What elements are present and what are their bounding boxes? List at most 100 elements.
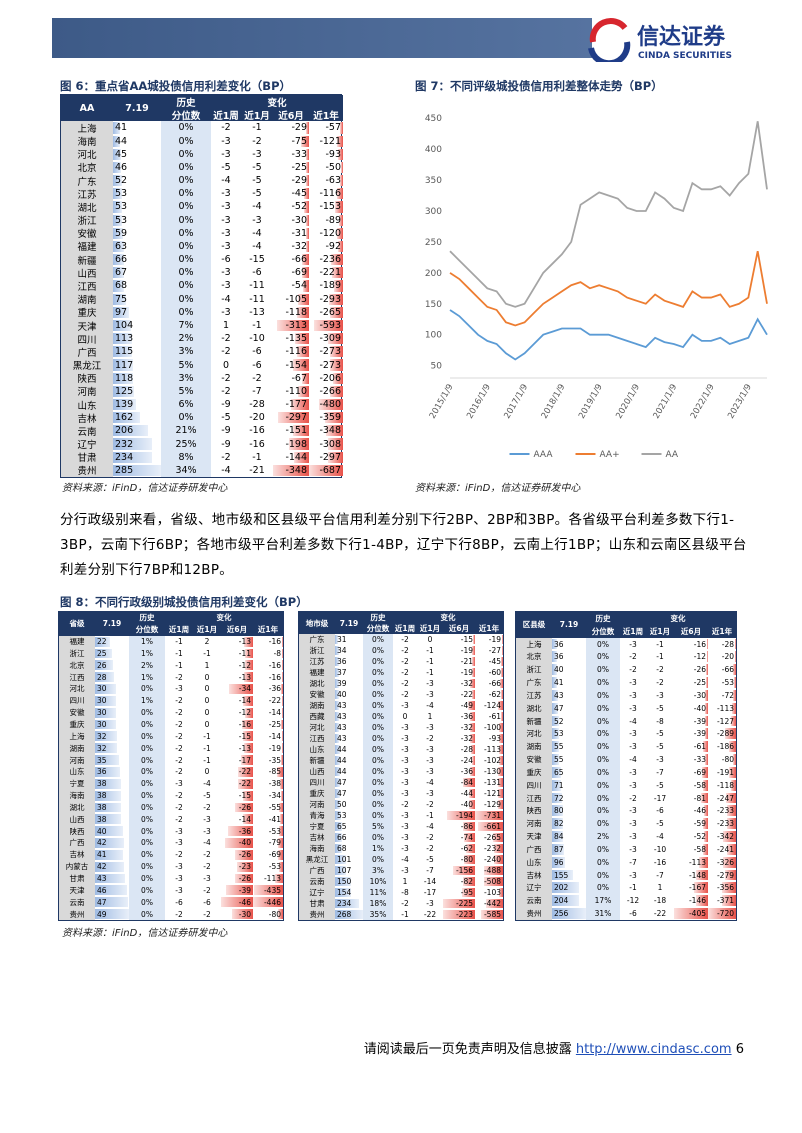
change-cell: -39 — [221, 884, 253, 896]
value-bar — [95, 826, 123, 837]
change-bar — [470, 734, 475, 743]
value-cell: 50 — [335, 799, 363, 810]
change-text: -293 — [319, 293, 341, 305]
change-1m: 0 — [204, 708, 210, 718]
change-bar — [253, 897, 283, 908]
x-tick-label: 2022/1/9 — [689, 383, 717, 421]
row-name: 重庆 — [299, 788, 335, 799]
change-bar — [279, 861, 283, 872]
change-text: -146 — [688, 896, 706, 906]
change-1m: 0 — [204, 720, 210, 730]
change-cell: -27 — [475, 645, 503, 656]
legend-label: AA+ — [600, 450, 620, 460]
change-1w: -7 — [629, 857, 637, 867]
y-tick-label: 250 — [425, 238, 442, 248]
change-text: -135 — [285, 333, 307, 345]
row-name: 山西 — [299, 766, 335, 777]
change-cell: -177 — [273, 398, 309, 411]
value-cell: 63 — [113, 240, 161, 253]
footer-link[interactable]: http://www.cindasc.com — [575, 1042, 732, 1057]
change-1m: 2 — [204, 637, 210, 647]
change-1m: -3 — [426, 756, 434, 765]
change-bar — [701, 792, 708, 804]
change-text: -93 — [325, 148, 341, 160]
row-name: 上海 — [516, 637, 552, 651]
value-text: 84 — [554, 832, 564, 842]
change-bar — [708, 908, 736, 919]
change-text: -273 — [319, 346, 341, 358]
change-cell: -100 — [475, 722, 503, 733]
change-1w: -3 — [629, 844, 637, 854]
percentile: 0% — [363, 656, 393, 667]
row-name: 浙江 — [61, 213, 113, 227]
change-1m: -5 — [656, 742, 664, 752]
change-cell: -348 — [273, 464, 309, 477]
header-cell: 近1年 — [708, 624, 736, 638]
change-cell: -80 — [253, 908, 283, 920]
change-bar — [288, 438, 309, 450]
change-1m: -2 — [426, 734, 434, 743]
change-text: -154 — [285, 359, 307, 371]
header-cell: 历史 — [129, 612, 165, 624]
percentile: 5% — [161, 358, 211, 372]
value-bar — [95, 731, 118, 742]
header-cell: 7.19 — [335, 612, 363, 634]
change-1w: -1 — [175, 648, 183, 658]
row-name: 天津 — [59, 884, 95, 897]
value-bar — [113, 333, 133, 345]
row-name: 贵州 — [299, 909, 335, 920]
value-text: 82 — [554, 819, 564, 829]
percentile: 0% — [586, 663, 620, 677]
value-bar — [335, 679, 340, 688]
value-text: 47 — [97, 897, 107, 907]
value-cell: 53 — [552, 727, 586, 740]
change-cell: -80 — [708, 753, 736, 766]
change-bar — [447, 811, 475, 820]
change-text: -508 — [483, 877, 501, 886]
change-text: -53 — [268, 862, 281, 872]
value-bar — [113, 148, 121, 160]
change-bar — [244, 660, 253, 671]
row-name: 天津 — [516, 830, 552, 843]
value-bar — [552, 818, 563, 830]
change-cell: -36 — [443, 766, 475, 777]
value-bar — [95, 707, 116, 718]
percentile: 1% — [129, 647, 165, 660]
percentile: 0% — [161, 160, 211, 175]
change-1w: -3 — [629, 819, 637, 829]
row-name: 青海 — [299, 810, 335, 821]
value-text: 49 — [97, 909, 107, 919]
change-text: -153 — [319, 201, 341, 213]
change-bar — [306, 161, 309, 174]
change-cell: -81 — [674, 792, 708, 805]
value-bar — [335, 778, 340, 787]
change-cell: -16 — [253, 659, 283, 671]
change-cell: -116 — [273, 345, 309, 358]
change-bar — [723, 856, 736, 868]
row-name: 山东 — [59, 766, 95, 778]
change-bar — [469, 767, 475, 776]
change-cell: -93 — [475, 733, 503, 744]
change-text: -26 — [238, 850, 251, 860]
change-1m: -10 — [653, 844, 667, 854]
value-bar — [113, 359, 133, 371]
value-cell: 204 — [552, 894, 586, 907]
change-1w: -3 — [401, 822, 409, 831]
change-text: -22 — [268, 696, 281, 706]
change-1w: -1 — [629, 883, 637, 893]
percentile: 0% — [586, 881, 620, 895]
change-bar — [735, 651, 736, 663]
change-cell: -93 — [309, 148, 343, 161]
value-bar — [335, 701, 340, 710]
value-text: 46 — [97, 885, 107, 895]
x-tick-label: 2019/1/9 — [577, 383, 605, 421]
series-line — [449, 121, 768, 308]
value-cell: 47 — [335, 777, 363, 788]
change-text: -442 — [483, 899, 501, 908]
change-bar — [443, 899, 475, 908]
value-cell: 53 — [335, 810, 363, 821]
row-name: 江西 — [59, 671, 95, 684]
value-cell: 47 — [335, 788, 363, 799]
change-cell: -13 — [221, 671, 253, 683]
